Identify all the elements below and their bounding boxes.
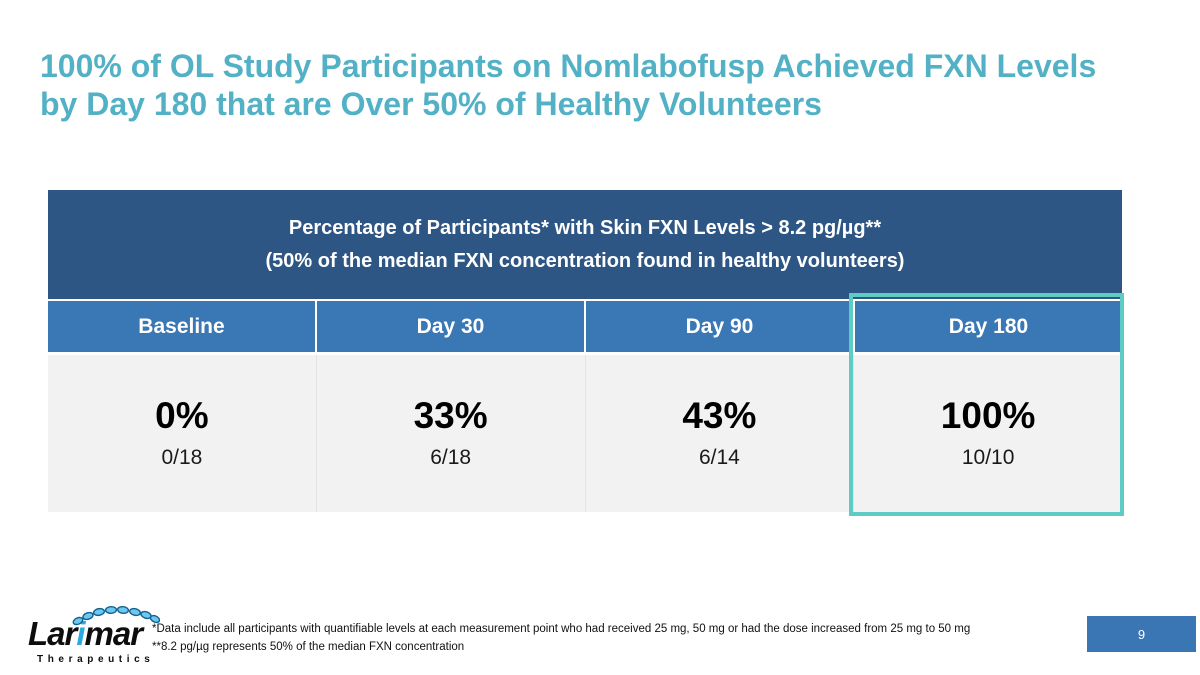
cell-day-90: 43% 6/14 <box>584 355 854 512</box>
column-header-day-180: Day 180 <box>853 301 1122 352</box>
table-title-line2: (50% of the median FXN concentration fou… <box>265 249 905 272</box>
fraction-value-day-30: 6/18 <box>430 446 472 469</box>
column-header-baseline: Baseline <box>48 301 315 352</box>
logo-text-i: i <box>76 615 85 652</box>
page-number: 9 <box>1137 626 1146 642</box>
cell-day-30: 33% 6/18 <box>315 355 585 512</box>
footnotes: *Data include all participants with quan… <box>152 620 1052 656</box>
fraction-value-day-90: 6/14 <box>698 446 740 469</box>
percent-value-day-90: 43% <box>682 395 757 436</box>
logo-subtitle: Therapeutics <box>37 654 155 665</box>
logo-text-lar: Lar <box>28 615 77 652</box>
slide-title-line2: by Day 180 that are Over 50% of Healthy … <box>40 86 822 122</box>
fraction-value-baseline: 0/18 <box>161 446 203 469</box>
fraction-value-day-180: 10/10 <box>961 446 1015 469</box>
chain-links-icon <box>72 605 160 626</box>
footnote-line2: **8.2 pg/µg represents 50% of the median… <box>152 641 465 653</box>
cell-day-180: 100% 10/10 <box>853 355 1122 512</box>
page-number-badge: 9 <box>1087 616 1196 652</box>
percent-value-day-30: 33% <box>413 395 488 436</box>
logo-text-mar: mar <box>84 615 144 652</box>
percent-value-day-180: 100% <box>940 395 1036 436</box>
table-body-row: 0% 0/18 33% 6/18 43% 6/14 100% 10/10 <box>48 355 1122 512</box>
percent-value-baseline: 0% <box>155 395 209 436</box>
footnote-line1: *Data include all participants with quan… <box>152 623 971 635</box>
results-table: Percentage of Participants* with Skin FX… <box>48 190 1124 516</box>
column-header-day-30: Day 30 <box>315 301 584 352</box>
slide-title-line1: 100% of OL Study Participants on Nomlabo… <box>40 48 1097 84</box>
table-title-banner: Percentage of Participants* with Skin FX… <box>48 190 1122 299</box>
logo-wordmark: Larimar <box>28 615 163 653</box>
table-title-line1: Percentage of Participants* with Skin FX… <box>288 216 882 239</box>
table-column-header-row: Baseline Day 30 Day 90 Day 180 <box>48 301 1122 352</box>
cell-baseline: 0% 0/18 <box>48 355 316 512</box>
larimar-logo: Larimar Therapeutics <box>28 602 163 665</box>
column-header-day-90: Day 90 <box>584 301 853 352</box>
slide-title: 100% of OL Study Participants on Nomlabo… <box>40 47 1160 123</box>
